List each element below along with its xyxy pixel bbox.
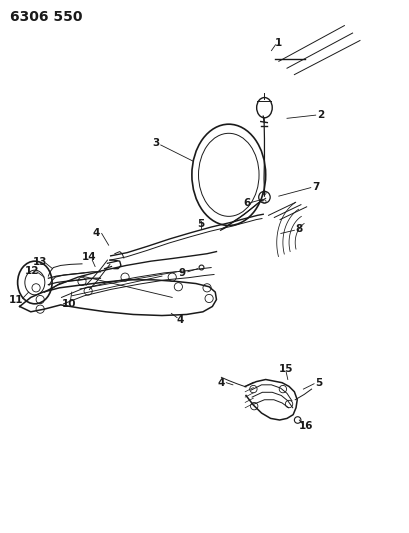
Text: 8: 8 [295,224,302,234]
Text: 4: 4 [217,378,225,387]
Text: 3: 3 [152,138,159,148]
Text: 4: 4 [176,315,184,325]
Text: 5: 5 [315,378,322,387]
Text: 7: 7 [311,182,319,191]
Text: 13: 13 [33,257,47,267]
Text: 12: 12 [25,266,39,276]
Text: 10: 10 [61,299,76,309]
Text: 6: 6 [243,198,250,207]
Text: 6306 550: 6306 550 [10,10,83,23]
Text: 2: 2 [316,110,324,120]
Text: 15: 15 [278,364,293,374]
Text: 11: 11 [9,295,24,304]
Text: 5: 5 [197,219,204,229]
Text: 4: 4 [92,229,100,238]
Text: 9: 9 [178,268,186,278]
Text: 1: 1 [274,38,282,47]
Text: 16: 16 [298,422,312,431]
Text: 14: 14 [82,252,97,262]
